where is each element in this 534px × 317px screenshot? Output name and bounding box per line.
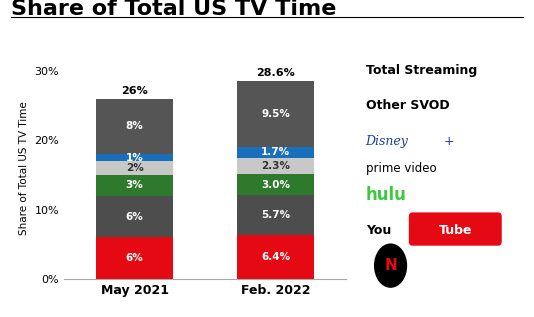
Text: You: You xyxy=(366,223,391,237)
Text: 5.7%: 5.7% xyxy=(261,210,290,220)
Text: 6%: 6% xyxy=(125,253,144,263)
Bar xyxy=(96,175,174,196)
Bar xyxy=(96,237,174,279)
Text: prime video: prime video xyxy=(366,161,436,175)
Text: hulu: hulu xyxy=(366,186,406,204)
Bar xyxy=(96,99,174,154)
Text: Disney: Disney xyxy=(366,135,409,148)
Text: 2.3%: 2.3% xyxy=(261,161,290,171)
Y-axis label: Share of Total US TV Time: Share of Total US TV Time xyxy=(19,101,29,235)
Bar xyxy=(237,235,315,279)
Bar xyxy=(237,174,315,195)
Bar xyxy=(96,154,174,161)
Text: +: + xyxy=(444,135,454,148)
Bar xyxy=(237,146,315,158)
Text: Total Streaming: Total Streaming xyxy=(366,64,477,77)
Text: N: N xyxy=(384,258,397,273)
Bar xyxy=(96,161,174,175)
Text: 2%: 2% xyxy=(125,163,144,173)
Text: 28.6%: 28.6% xyxy=(256,68,295,78)
Text: 26%: 26% xyxy=(121,86,148,96)
Text: 6.4%: 6.4% xyxy=(261,252,290,262)
Text: 3.0%: 3.0% xyxy=(261,180,290,190)
Text: Other SVOD: Other SVOD xyxy=(366,99,449,113)
Text: Share of Total US TV Time: Share of Total US TV Time xyxy=(11,0,336,19)
Text: 1%: 1% xyxy=(125,152,144,163)
Text: 3%: 3% xyxy=(125,180,144,190)
Bar xyxy=(237,195,315,235)
Text: 8%: 8% xyxy=(125,121,144,132)
Text: Tube: Tube xyxy=(438,223,472,237)
Text: 1.7%: 1.7% xyxy=(261,147,290,158)
Bar xyxy=(237,158,315,174)
Bar xyxy=(96,196,174,237)
Bar xyxy=(237,81,315,146)
Text: 6%: 6% xyxy=(125,211,144,222)
Text: 9.5%: 9.5% xyxy=(261,109,290,119)
Circle shape xyxy=(374,243,407,288)
FancyBboxPatch shape xyxy=(409,212,502,246)
